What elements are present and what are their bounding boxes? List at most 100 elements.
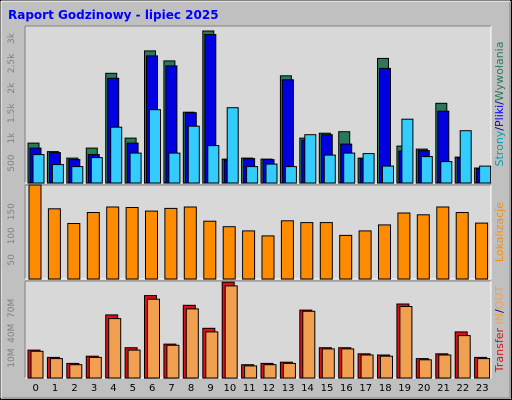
kb-in-bar xyxy=(360,354,374,379)
visits-bar xyxy=(378,224,391,280)
visits-bar xyxy=(475,222,489,280)
x-tick-label: 10 xyxy=(224,383,237,394)
x-tick-label: 6 xyxy=(149,383,155,394)
kb-in-bar xyxy=(302,310,316,379)
x-tick-label: 12 xyxy=(262,383,275,394)
chart-panels: 500 1k 1.5k 2k 2.5k 3k Strony/Pliki/Wywołania 5… xyxy=(7,25,506,394)
x-tick-label: 7 xyxy=(168,383,174,394)
pages-bar xyxy=(459,130,472,184)
chart-title: Raport Godzinowy - lipiec 2025 xyxy=(8,8,219,22)
y-tick-label: 3k xyxy=(7,32,17,44)
visits-bar xyxy=(67,223,81,280)
kb-in-bar xyxy=(49,358,63,379)
pages-bar xyxy=(440,161,453,184)
pages-bar xyxy=(226,107,239,184)
pages-bar xyxy=(187,125,200,184)
kb-in-bar xyxy=(127,349,141,379)
y-tick-label: 1k xyxy=(7,132,17,144)
pages-bar xyxy=(168,152,181,184)
y-tick-label: 150 xyxy=(7,203,17,220)
side-label: Lokalizacje xyxy=(493,202,506,262)
visits-bar xyxy=(86,212,100,280)
x-tick-label: 18 xyxy=(379,383,392,394)
x-tick-label: 14 xyxy=(301,383,314,394)
visits-bar xyxy=(416,214,430,280)
pages-bar xyxy=(323,154,336,184)
x-tick-label: 1 xyxy=(52,383,58,394)
pages-bar xyxy=(51,164,64,184)
visits-bar xyxy=(106,206,120,280)
pages-bar xyxy=(129,152,142,184)
pages-bar xyxy=(265,163,278,184)
pages-bar xyxy=(362,153,375,184)
visits-bar xyxy=(242,230,256,280)
visits-bar xyxy=(145,210,158,280)
visits-bar xyxy=(339,234,353,280)
pages-bar xyxy=(110,126,123,184)
kb-in-bar xyxy=(166,344,180,379)
visits-bar xyxy=(280,220,294,280)
side-label-part: Wywołania xyxy=(493,42,506,102)
x-tick-label: 11 xyxy=(243,383,256,394)
visits-bar xyxy=(261,235,275,280)
kb-in-bar xyxy=(282,362,296,379)
y-tick-label: 2k xyxy=(7,82,17,94)
x-tick-label: 4 xyxy=(110,383,116,394)
x-tick-label: 9 xyxy=(207,383,213,394)
pages-bar xyxy=(149,109,161,184)
plot-background xyxy=(25,281,491,378)
kb-in-bar xyxy=(263,364,277,379)
x-tick-label: 5 xyxy=(130,383,136,394)
visits-bar xyxy=(28,184,42,280)
x-tick-label: 19 xyxy=(398,383,411,394)
x-tick-label: 8 xyxy=(188,383,194,394)
kb-in-bar xyxy=(185,308,199,379)
side-label-part: Transfer xyxy=(493,327,506,373)
visits-bar xyxy=(436,206,450,280)
pages-bar xyxy=(479,165,492,184)
pages-bar xyxy=(32,154,45,184)
x-tick-label: 16 xyxy=(340,383,353,394)
side-label-part: IN xyxy=(493,313,506,328)
x-tick-label: 17 xyxy=(359,383,372,394)
pages-bar xyxy=(246,166,259,184)
x-tick-label: 22 xyxy=(457,383,470,394)
kb-in-bar xyxy=(224,285,238,379)
x-tick-label: 20 xyxy=(418,383,431,394)
x-tick-label: 2 xyxy=(71,383,77,394)
visits-bar xyxy=(455,212,469,280)
visits-bar xyxy=(222,226,236,280)
y-tick-label: 40M xyxy=(7,324,17,343)
panel-1: 50 100 150 Lokalizacje xyxy=(7,184,506,280)
y-tick-label: 100 xyxy=(7,227,17,244)
kb-in-bar xyxy=(341,348,355,379)
x-tick-label: 3 xyxy=(91,383,97,394)
kb-in-bar xyxy=(438,354,452,379)
y-tick-label: 50 xyxy=(7,254,17,266)
y-tick-label: 2.5k xyxy=(7,53,17,73)
kb-in-bar xyxy=(418,359,432,379)
y-tick-label: 70M xyxy=(7,299,17,318)
kb-in-bar xyxy=(457,335,471,379)
kb-in-bar xyxy=(399,306,413,379)
y-tick-label: 1.5k xyxy=(7,103,17,123)
pages-bar xyxy=(382,165,394,184)
visits-bar xyxy=(203,220,217,280)
kb-in-bar xyxy=(380,355,393,379)
pages-bar xyxy=(207,145,220,184)
side-label: Strony/Pliki/Wywołania xyxy=(493,42,506,167)
plot-background xyxy=(25,185,491,279)
y-tick-label: 500 xyxy=(7,154,17,171)
pages-bar xyxy=(401,118,414,184)
pages-bar xyxy=(343,152,356,184)
visits-bar xyxy=(47,208,61,280)
y-tick-label: 10M xyxy=(7,348,17,367)
x-tick-label: 23 xyxy=(476,383,489,394)
visits-bar xyxy=(164,207,178,280)
visits-bar xyxy=(319,222,333,280)
side-label-part: Pliki xyxy=(493,105,506,127)
x-tick-label: 21 xyxy=(437,383,450,394)
